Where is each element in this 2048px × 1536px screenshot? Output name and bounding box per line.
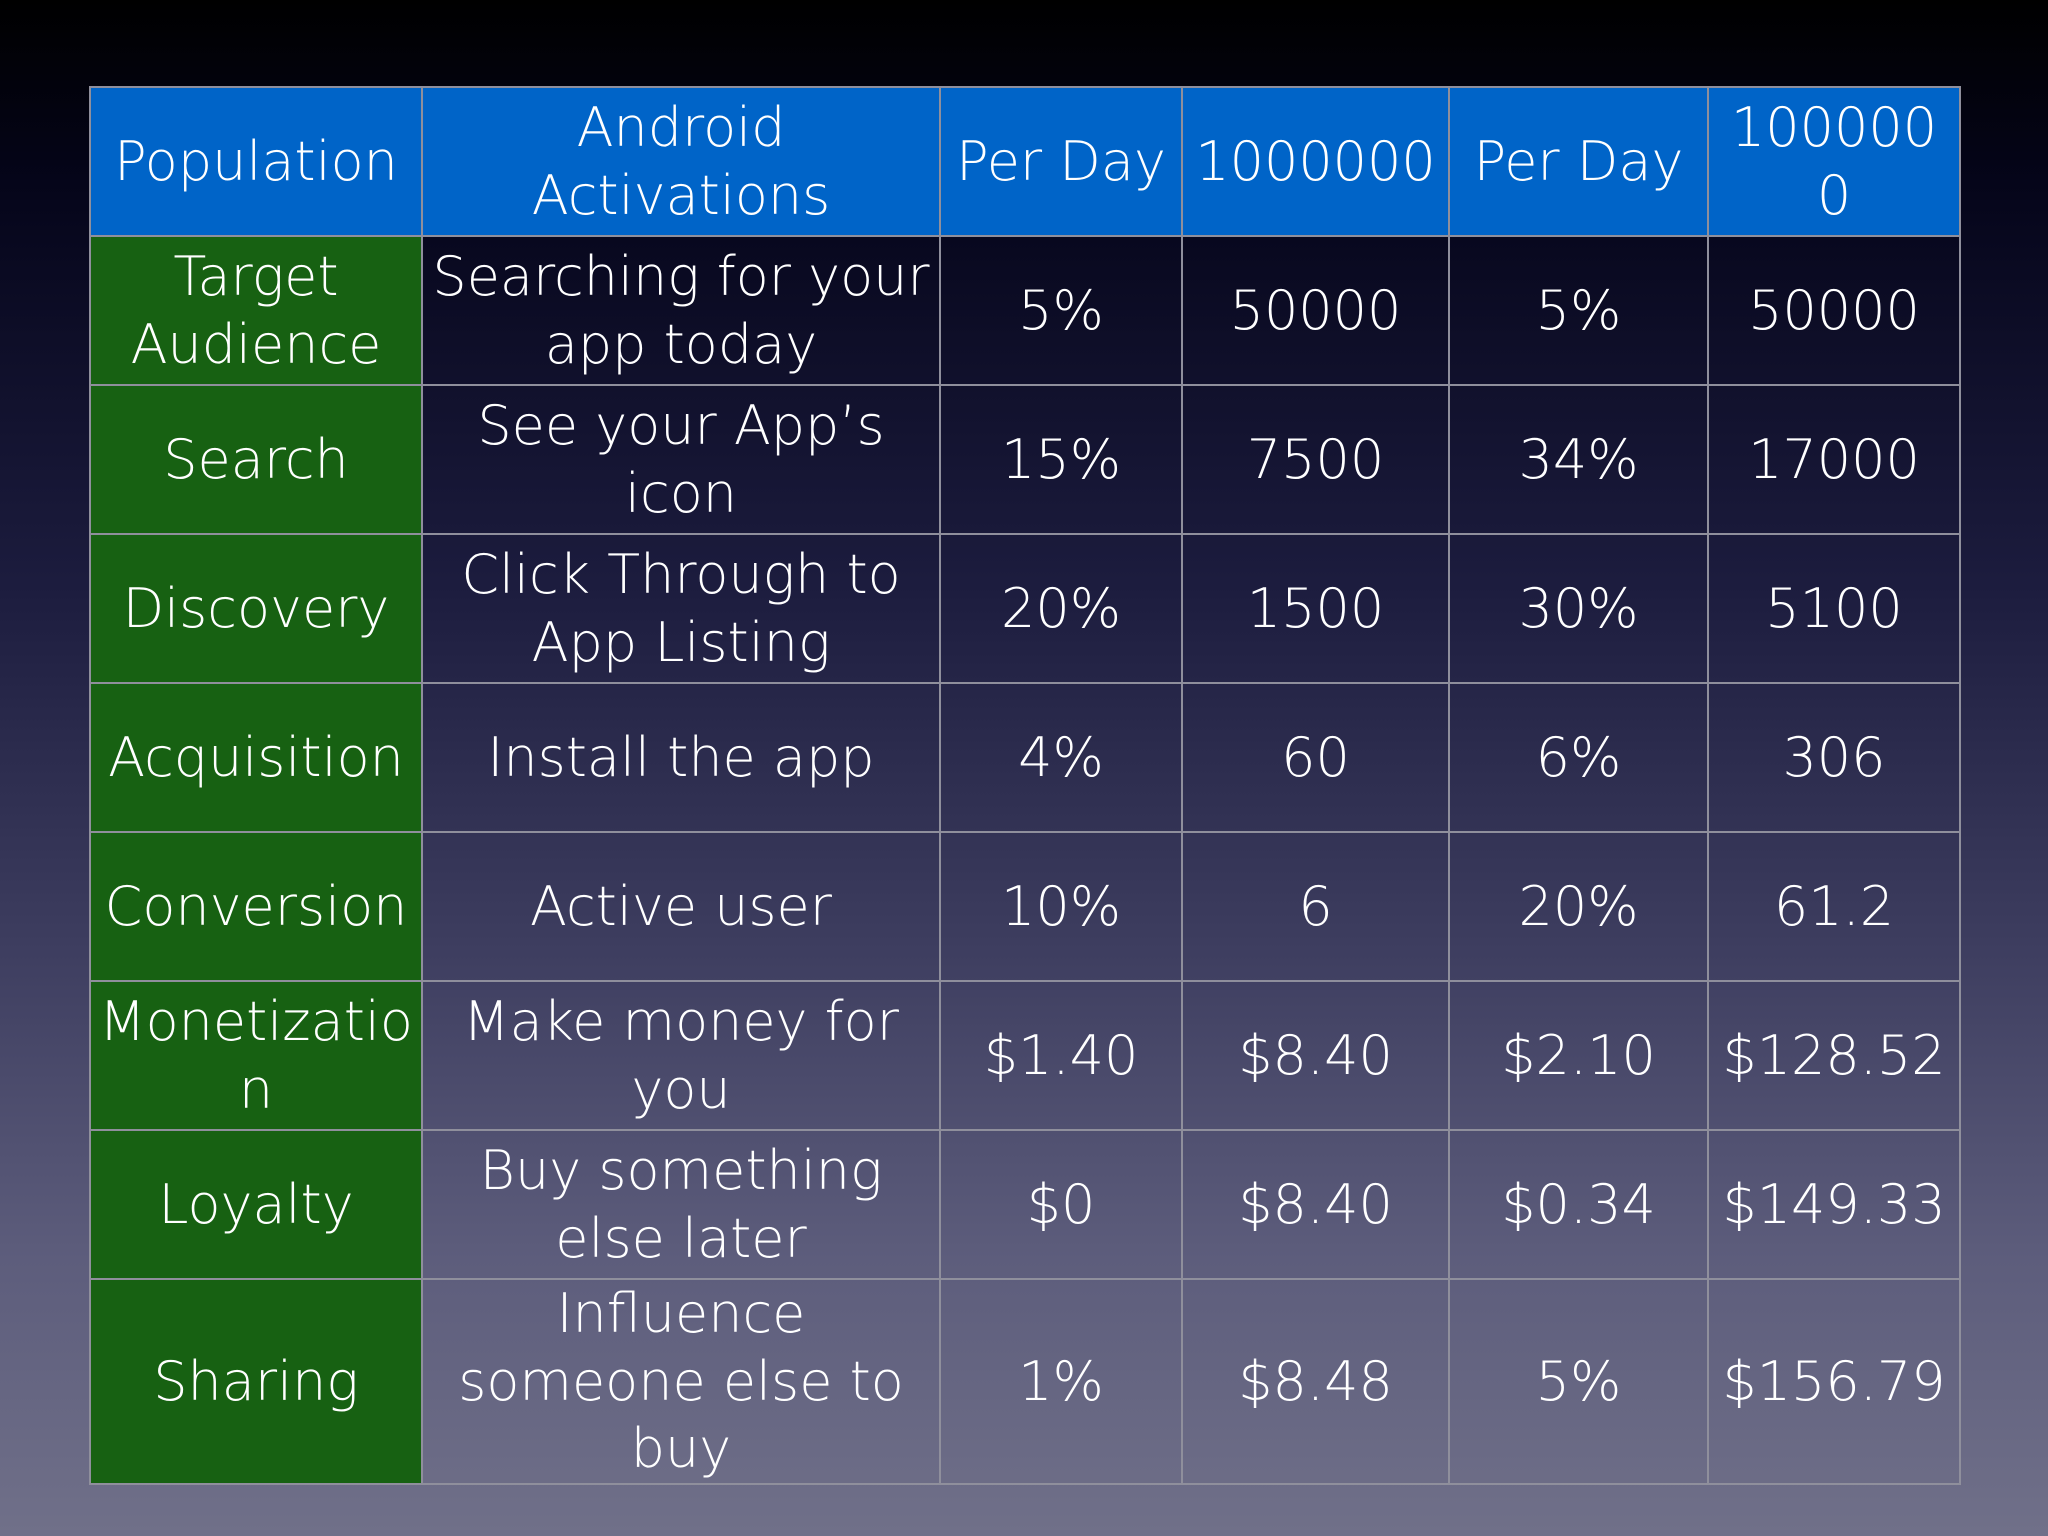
value-cell-2: $149.33 <box>1707 1129 1961 1280</box>
description-cell: Install the app <box>421 682 941 833</box>
table-row: Conversion Active user 10% 6 20% 61.2 <box>89 831 1961 982</box>
header-cell-per-day-2: Per Day <box>1448 86 1709 237</box>
value-cell-2: 17000 <box>1707 384 1961 535</box>
value-cell-1: $8.48 <box>1181 1278 1450 1485</box>
description-cell: Searching for your app today <box>421 235 941 386</box>
table-row: Discovery Click Through to App Listing 2… <box>89 533 1961 684</box>
rate-cell-1: $1.40 <box>939 980 1183 1131</box>
stage-cell: Target Audience <box>89 235 423 386</box>
description-cell: See your App’s icon <box>421 384 941 535</box>
stage-cell: Loyalty <box>89 1129 423 1280</box>
rate-cell-1: 1% <box>939 1278 1183 1485</box>
table-row: Monetizatio n Make money for you $1.40 $… <box>89 980 1961 1131</box>
value-cell-1: 7500 <box>1181 384 1450 535</box>
rate-cell-2: 34% <box>1448 384 1709 535</box>
rate-cell-2: $0.34 <box>1448 1129 1709 1280</box>
value-cell-2: 61.2 <box>1707 831 1961 982</box>
value-cell-1: 1500 <box>1181 533 1450 684</box>
value-cell-2: 50000 <box>1707 235 1961 386</box>
rate-cell-1: 4% <box>939 682 1183 833</box>
header-cell-population: Population <box>89 86 423 237</box>
rate-cell-1: $0 <box>939 1129 1183 1280</box>
header-cell-android-activations: Android Activations <box>421 86 941 237</box>
rate-cell-2: $2.10 <box>1448 980 1709 1131</box>
rate-cell-2: 20% <box>1448 831 1709 982</box>
value-cell-1: 6 <box>1181 831 1450 982</box>
table-header-row: Population Android Activations Per Day 1… <box>89 86 1961 237</box>
description-cell: Click Through to App Listing <box>421 533 941 684</box>
rate-cell-2: 5% <box>1448 235 1709 386</box>
table-row: Loyalty Buy something else later $0 $8.4… <box>89 1129 1961 1280</box>
rate-cell-1: 10% <box>939 831 1183 982</box>
rate-cell-2: 30% <box>1448 533 1709 684</box>
value-cell-1: $8.40 <box>1181 1129 1450 1280</box>
value-cell-1: 50000 <box>1181 235 1450 386</box>
value-cell-2: $128.52 <box>1707 980 1961 1131</box>
value-cell-2: $156.79 <box>1707 1278 1961 1485</box>
value-cell-2: 5100 <box>1707 533 1961 684</box>
table-row: Sharing Influence someone else to buy 1%… <box>89 1278 1961 1485</box>
rate-cell-2: 6% <box>1448 682 1709 833</box>
table-row: Target Audience Searching for your app t… <box>89 235 1961 386</box>
description-cell: Influence someone else to buy <box>421 1278 941 1485</box>
stage-cell: Conversion <box>89 831 423 982</box>
value-cell-1: 60 <box>1181 682 1450 833</box>
stage-cell: Sharing <box>89 1278 423 1485</box>
header-cell-per-day-1: Per Day <box>939 86 1183 237</box>
header-cell-population-1: 1000000 <box>1181 86 1450 237</box>
rate-cell-1: 20% <box>939 533 1183 684</box>
header-cell-population-2: 1000000 <box>1707 86 1961 237</box>
funnel-table: Population Android Activations Per Day 1… <box>89 86 1961 1485</box>
value-cell-1: $8.40 <box>1181 980 1450 1131</box>
table-row: Acquisition Install the app 4% 60 6% 306 <box>89 682 1961 833</box>
stage-cell: Search <box>89 384 423 535</box>
stage-cell: Monetizatio n <box>89 980 423 1131</box>
value-cell-2: 306 <box>1707 682 1961 833</box>
rate-cell-1: 5% <box>939 235 1183 386</box>
table-row: Search See your App’s icon 15% 7500 34% … <box>89 384 1961 535</box>
rate-cell-1: 15% <box>939 384 1183 535</box>
description-cell: Buy something else later <box>421 1129 941 1280</box>
description-cell: Active user <box>421 831 941 982</box>
stage-cell: Acquisition <box>89 682 423 833</box>
rate-cell-2: 5% <box>1448 1278 1709 1485</box>
stage-cell: Discovery <box>89 533 423 684</box>
description-cell: Make money for you <box>421 980 941 1131</box>
